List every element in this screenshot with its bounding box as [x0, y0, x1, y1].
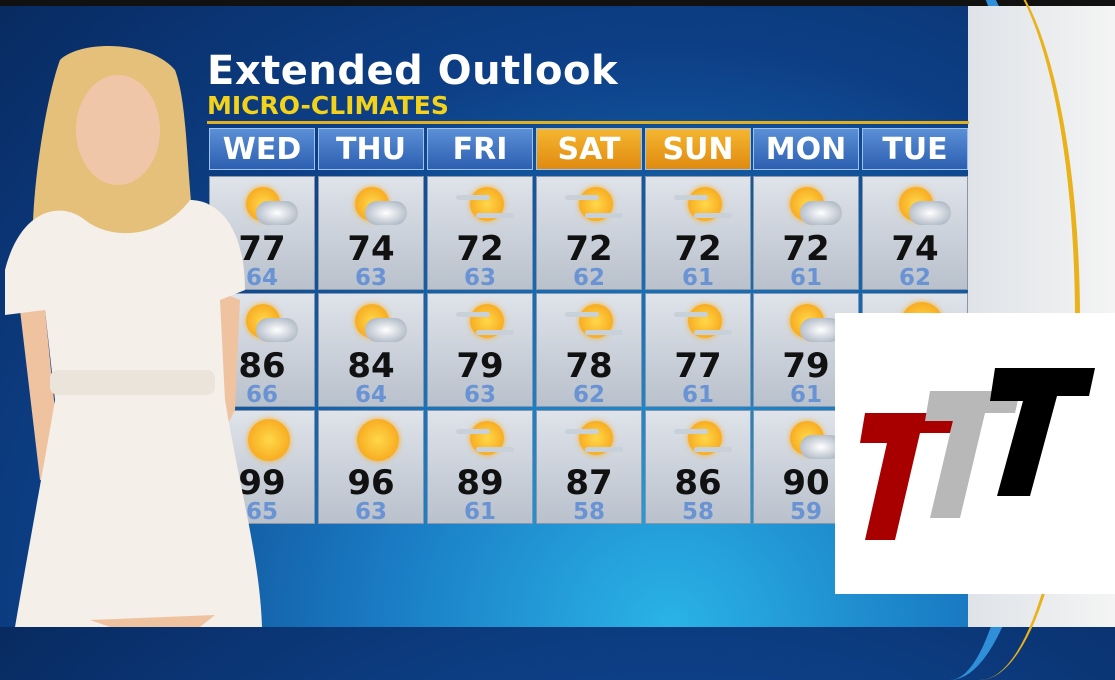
low-temp: 63	[463, 382, 496, 408]
partly-cloudy-icon	[347, 185, 407, 235]
forecast-cell: 72 63	[427, 176, 533, 291]
high-temp: 72	[565, 229, 613, 269]
forecast-cell: 77 61	[645, 293, 751, 408]
high-temp: 89	[456, 463, 504, 503]
forecast-cell: 72 61	[645, 176, 751, 291]
low-temp: 61	[789, 265, 822, 291]
partly-cloudy-icon	[782, 185, 842, 235]
hazy-sun-icon	[456, 302, 516, 352]
hazy-sun-icon	[456, 185, 516, 235]
divider	[207, 121, 969, 124]
hazy-sun-icon	[674, 185, 734, 235]
partly-cloudy-icon	[238, 185, 298, 235]
ttt-logo	[860, 368, 1095, 540]
low-temp: 63	[354, 265, 387, 291]
forecast-cell: 74 63	[318, 176, 424, 291]
watermark-logo	[835, 313, 1115, 594]
forecast-cell: 96 63	[318, 410, 424, 525]
forecast-cell: 72 62	[536, 176, 642, 291]
forecast-cell: 72 61	[753, 176, 859, 291]
low-temp: 63	[354, 499, 387, 525]
forecast-cell: 79 61	[753, 293, 859, 408]
forecast-cell: 79 63	[427, 293, 533, 408]
high-temp: 74	[891, 229, 939, 269]
low-temp: 62	[898, 265, 931, 291]
high-temp: 96	[347, 463, 395, 503]
low-temp: 65	[245, 499, 278, 525]
high-temp: 86	[674, 463, 722, 503]
forecast-cell: 86 58	[645, 410, 751, 525]
partly-cloudy-icon	[891, 185, 951, 235]
hazy-sun-icon	[565, 185, 625, 235]
partly-cloudy-icon	[782, 302, 842, 352]
day-header-sun: SUN	[645, 128, 751, 170]
graphic-subtitle: MICRO-CLIMATES	[207, 91, 449, 120]
sunny-icon	[347, 419, 407, 469]
low-temp: 62	[572, 265, 605, 291]
high-temp: 72	[674, 229, 722, 269]
high-temp: 84	[347, 346, 395, 386]
forecast-cell: 78 62	[536, 293, 642, 408]
high-temp: 77	[674, 346, 722, 386]
low-temp: 61	[789, 382, 822, 408]
hazy-sun-icon	[674, 419, 734, 469]
forecast-cell: 84 64	[318, 293, 424, 408]
low-temp: 64	[354, 382, 387, 408]
low-temp: 58	[572, 499, 605, 525]
high-temp: 79	[456, 346, 504, 386]
day-header-fri: FRI	[427, 128, 533, 170]
low-temp: 61	[463, 499, 496, 525]
high-temp: 87	[565, 463, 613, 503]
day-header-mon: MON	[753, 128, 859, 170]
low-temp: 66	[245, 382, 278, 408]
sunny-icon	[238, 419, 298, 469]
forecast-cell: 74 62	[862, 176, 968, 291]
low-temp: 61	[681, 382, 714, 408]
low-temp: 59	[789, 499, 822, 525]
high-temp: 86	[238, 346, 286, 386]
hazy-sun-icon	[674, 302, 734, 352]
presenter-belt	[50, 370, 215, 395]
low-temp: 62	[572, 382, 605, 408]
forecast-cell: 89 61	[427, 410, 533, 525]
presenter-dress	[5, 200, 262, 627]
day-header-thu: THU	[318, 128, 424, 170]
high-temp: 99	[238, 463, 286, 503]
hazy-sun-icon	[565, 302, 625, 352]
forecast-cell: 87 58	[536, 410, 642, 525]
day-header-sat: SAT	[536, 128, 642, 170]
low-temp: 58	[681, 499, 714, 525]
high-temp: 72	[782, 229, 830, 269]
presenter-legs	[90, 615, 215, 627]
top-bar	[0, 0, 1115, 6]
partly-cloudy-icon	[347, 302, 407, 352]
presenter-face	[76, 75, 160, 185]
high-temp: 72	[456, 229, 504, 269]
low-temp: 61	[681, 265, 714, 291]
high-temp: 78	[565, 346, 613, 386]
presenter	[5, 46, 262, 627]
high-temp: 74	[347, 229, 395, 269]
high-temp: 79	[782, 346, 830, 386]
high-temp: 77	[238, 229, 286, 269]
hazy-sun-icon	[565, 419, 625, 469]
partly-cloudy-icon	[238, 302, 298, 352]
low-temp: 63	[463, 265, 496, 291]
low-temp: 64	[245, 265, 278, 291]
day-header-wed: WED	[209, 128, 315, 170]
day-header-tue: TUE	[862, 128, 968, 170]
hazy-sun-icon	[456, 419, 516, 469]
graphic-title: Extended Outlook	[207, 48, 619, 94]
high-temp: 90	[782, 463, 830, 503]
partly-cloudy-icon	[782, 419, 842, 469]
